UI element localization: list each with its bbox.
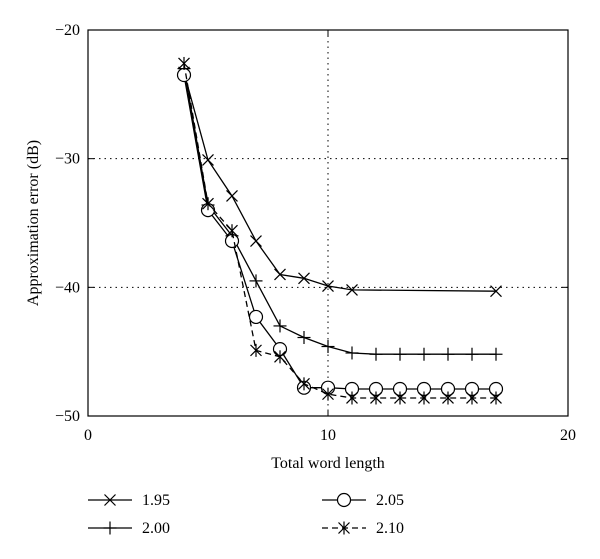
data-point-asterisk bbox=[226, 224, 238, 238]
data-point-asterisk bbox=[394, 391, 406, 405]
data-point-asterisk bbox=[274, 350, 286, 364]
series bbox=[176, 56, 504, 405]
data-point-x bbox=[322, 280, 334, 292]
data-point-plus bbox=[321, 340, 335, 354]
data-point-plus bbox=[489, 347, 503, 361]
data-point-plus bbox=[465, 347, 479, 361]
legend-label: 2.10 bbox=[376, 520, 404, 537]
data-point-asterisk bbox=[338, 521, 350, 535]
data-point-plus bbox=[417, 347, 431, 361]
x-axis-label: Total word length bbox=[271, 455, 385, 472]
data-point-x bbox=[490, 285, 502, 298]
y-tick-label: −20 bbox=[55, 22, 80, 39]
legend-item: 2.10 bbox=[322, 520, 404, 537]
data-point-asterisk bbox=[322, 387, 334, 401]
legend-item: 2.05 bbox=[322, 492, 404, 509]
legend-label: 1.95 bbox=[142, 492, 170, 509]
legend-label: 2.00 bbox=[142, 520, 170, 537]
data-point-x bbox=[250, 235, 262, 247]
legend-item: 1.95 bbox=[88, 492, 170, 509]
data-point-asterisk bbox=[346, 391, 358, 405]
data-point-plus bbox=[103, 521, 117, 535]
legend-item: 2.00 bbox=[88, 520, 170, 537]
data-point-plus bbox=[441, 347, 455, 361]
legend: 1.95 2.00 2.05 2.10 bbox=[88, 492, 404, 537]
data-point-x bbox=[346, 283, 358, 296]
data-point-x bbox=[104, 494, 116, 506]
grid bbox=[88, 30, 568, 416]
axis-ticks: −20 −30 −40 −500 10 20 bbox=[55, 22, 576, 444]
legend-label: 2.05 bbox=[376, 492, 404, 509]
y-tick-label: −50 bbox=[55, 408, 80, 425]
data-point-plus bbox=[297, 331, 311, 345]
data-point-plus bbox=[393, 347, 407, 361]
data-point-asterisk bbox=[250, 343, 262, 357]
data-point-x bbox=[274, 268, 286, 281]
data-point-asterisk bbox=[490, 391, 502, 405]
data-point-asterisk bbox=[298, 377, 310, 391]
data-point-circle bbox=[176, 67, 192, 83]
data-point-plus bbox=[345, 346, 359, 360]
x-tick-label: 0 bbox=[84, 427, 92, 444]
y-axis-label: Approximation error (dB) bbox=[25, 140, 42, 306]
data-point-x bbox=[298, 272, 310, 285]
y-tick-label: −30 bbox=[55, 151, 80, 168]
data-point-plus bbox=[249, 274, 263, 288]
data-point-plus bbox=[369, 347, 383, 361]
data-point-x bbox=[226, 190, 238, 202]
data-point-asterisk bbox=[370, 391, 382, 405]
series-line bbox=[183, 63, 496, 399]
x-tick-label: 10 bbox=[320, 427, 336, 444]
data-point-asterisk bbox=[202, 197, 214, 211]
data-point-asterisk bbox=[178, 56, 190, 70]
data-point-x bbox=[202, 154, 214, 166]
data-point-asterisk bbox=[466, 391, 478, 405]
data-point-asterisk bbox=[442, 391, 454, 405]
data-point-asterisk bbox=[418, 391, 430, 405]
series-2.10 bbox=[178, 56, 502, 405]
y-tick-label: −40 bbox=[55, 279, 80, 296]
data-point-circle bbox=[248, 309, 264, 325]
x-tick-label: 20 bbox=[560, 427, 576, 444]
data-point-plus bbox=[273, 319, 287, 333]
data-point-circle bbox=[336, 492, 352, 508]
